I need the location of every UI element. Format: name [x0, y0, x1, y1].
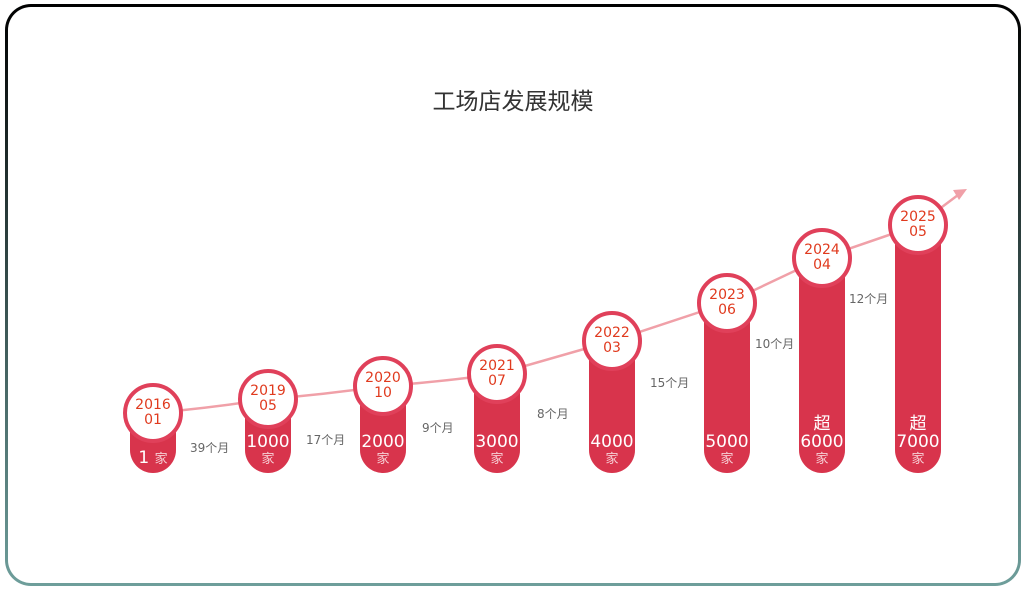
count-value: 1: [138, 448, 150, 468]
count-value: 7000: [896, 432, 940, 452]
interval-label: 15个月: [650, 376, 690, 390]
interval-label: 17个月: [306, 433, 346, 447]
count-unit: 家: [815, 452, 829, 467]
date-year: 2019: [250, 383, 286, 399]
frame: [5, 4, 1021, 586]
date-circle: 2019 05: [238, 369, 298, 429]
date-month: 03: [603, 340, 621, 356]
date-month: 01: [144, 412, 162, 428]
count-value: 3000: [475, 432, 519, 452]
canvas: [8, 7, 1018, 583]
date-year: 2022: [594, 325, 630, 341]
date-year: 2021: [479, 358, 515, 374]
date-circle: 2020 10: [353, 356, 413, 416]
date-month: 07: [488, 373, 506, 389]
count-label: 3000 家: [467, 433, 527, 469]
date-month: 05: [909, 224, 927, 240]
date-year: 2016: [135, 397, 171, 413]
count-unit: 家: [376, 452, 390, 467]
date-year: 2020: [365, 370, 401, 386]
count-prefix: 超: [813, 414, 831, 434]
count-unit: 家: [490, 452, 504, 467]
count-unit: 家: [261, 452, 275, 467]
count-label: 5000 家: [697, 433, 757, 469]
count-value: 5000: [705, 432, 749, 452]
interval-label: 8个月: [537, 407, 569, 421]
interval-label: 12个月: [849, 292, 889, 306]
bar: [799, 258, 845, 473]
count-value: 4000: [590, 432, 634, 452]
date-month: 06: [718, 302, 736, 318]
date-circle: 2024 04: [792, 228, 852, 288]
count-label: 1 家: [123, 449, 183, 469]
date-circle: 2016 01: [123, 383, 183, 443]
count-value: 1000: [246, 432, 290, 452]
chart-title: 工场店发展规模: [432, 89, 594, 115]
date-circle: 2025 05: [888, 195, 948, 255]
interval-label: 9个月: [422, 421, 454, 435]
count-value: 2000: [361, 432, 405, 452]
interval-label: 39个月: [190, 441, 230, 455]
count-unit: 家: [911, 452, 925, 467]
date-year: 2023: [709, 287, 745, 303]
date-year: 2025: [900, 209, 936, 225]
date-circle: 2022 03: [582, 311, 642, 371]
date-month: 05: [259, 398, 277, 414]
count-unit: 家: [605, 452, 619, 467]
count-unit: 家: [720, 452, 734, 467]
count-label: 1000 家: [238, 433, 298, 469]
interval-label: 10个月: [755, 337, 795, 351]
date-circle: 2023 06: [697, 273, 757, 333]
count-label: 超 7000 家: [888, 415, 948, 469]
bar: [895, 225, 941, 473]
date-year: 2024: [804, 242, 840, 258]
count-label: 2000 家: [353, 433, 413, 469]
count-label: 4000 家: [582, 433, 642, 469]
count-unit: 家: [154, 452, 168, 467]
trend-arrow-icon: [953, 189, 967, 200]
date-circle: 2021 07: [467, 344, 527, 404]
date-month: 10: [374, 385, 392, 401]
count-prefix: 超: [909, 414, 927, 434]
count-label: 超 6000 家: [792, 415, 852, 469]
count-value: 6000: [800, 432, 844, 452]
date-month: 04: [813, 257, 831, 273]
